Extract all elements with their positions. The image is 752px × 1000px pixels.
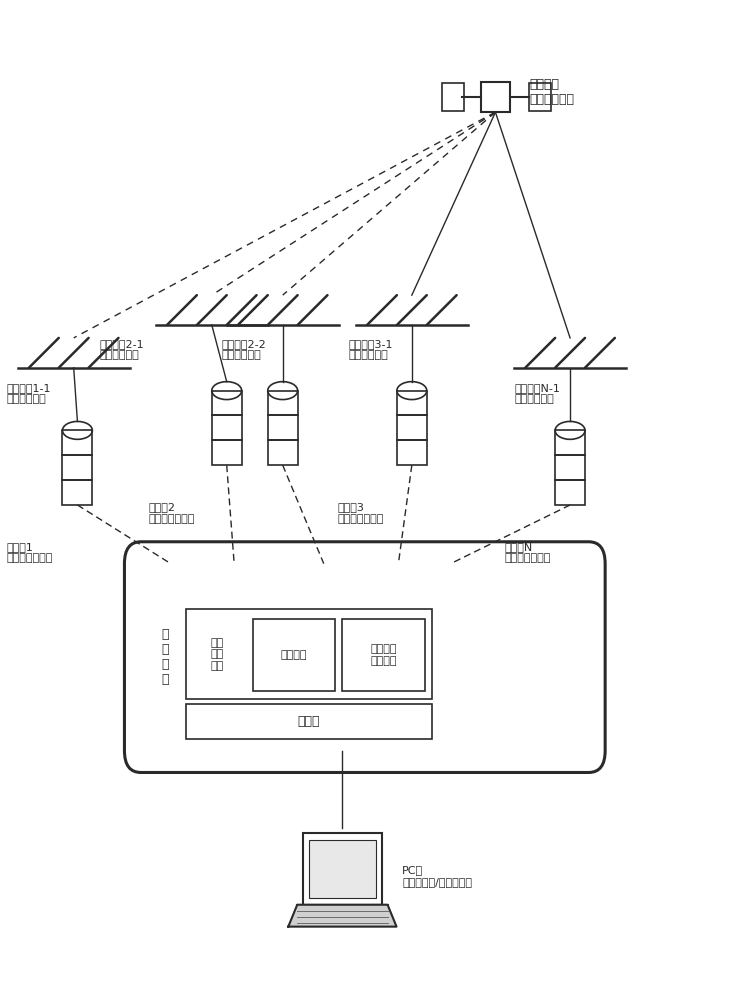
Text: 地面站1
（客户端软件）: 地面站1 （客户端软件） <box>7 542 53 563</box>
Text: PC端
（提交任务/结果展示）: PC端 （提交任务/结果展示） <box>402 865 472 887</box>
Bar <box>529 83 551 111</box>
Text: 测控天线3-1
（被控对象）: 测控天线3-1 （被控对象） <box>348 339 393 360</box>
Bar <box>303 833 381 905</box>
Text: 微纳卫星
（测控目标）: 微纳卫星 （测控目标） <box>529 78 574 106</box>
Bar <box>397 440 426 465</box>
Bar <box>268 440 298 465</box>
Text: 数据
处理
算法: 数据 处理 算法 <box>211 638 224 671</box>
Bar <box>186 609 432 699</box>
Bar <box>441 83 464 111</box>
Bar <box>342 619 425 691</box>
Text: 地面站N
（客户端软件）: 地面站N （客户端软件） <box>505 542 550 563</box>
Text: 测控天线N-1
（被控对象）: 测控天线N-1 （被控对象） <box>514 383 560 404</box>
Bar <box>268 415 298 440</box>
Bar <box>62 480 92 505</box>
Text: 测控天线1-1
（被控对象）: 测控天线1-1 （被控对象） <box>7 383 51 404</box>
Bar <box>481 82 511 112</box>
Bar <box>397 391 426 415</box>
Bar <box>212 415 241 440</box>
Bar <box>309 840 376 898</box>
Bar <box>268 391 298 415</box>
Text: 数据库: 数据库 <box>298 715 320 728</box>
Text: 遗传算法
规划调度: 遗传算法 规划调度 <box>370 644 397 666</box>
Text: 轨道预报: 轨道预报 <box>280 650 307 660</box>
Bar <box>186 704 432 739</box>
Bar <box>212 391 241 415</box>
Text: 测控天线2-2
（被控对象）: 测控天线2-2 （被控对象） <box>222 339 266 360</box>
Bar <box>253 619 335 691</box>
Bar <box>62 430 92 455</box>
Text: 地面站2
（客户端软件）: 地面站2 （客户端软件） <box>148 502 195 524</box>
Bar <box>62 455 92 480</box>
Bar <box>212 440 241 465</box>
Bar <box>555 430 585 455</box>
Text: 地面站3
（客户端软件）: 地面站3 （客户端软件） <box>337 502 384 524</box>
Bar <box>397 415 426 440</box>
Bar <box>555 455 585 480</box>
Text: 测控天线2-1
（被控对象）: 测控天线2-1 （被控对象） <box>100 339 144 360</box>
Bar <box>555 480 585 505</box>
Polygon shape <box>288 905 396 927</box>
Text: 云
服
务
器: 云 服 务 器 <box>162 628 169 686</box>
